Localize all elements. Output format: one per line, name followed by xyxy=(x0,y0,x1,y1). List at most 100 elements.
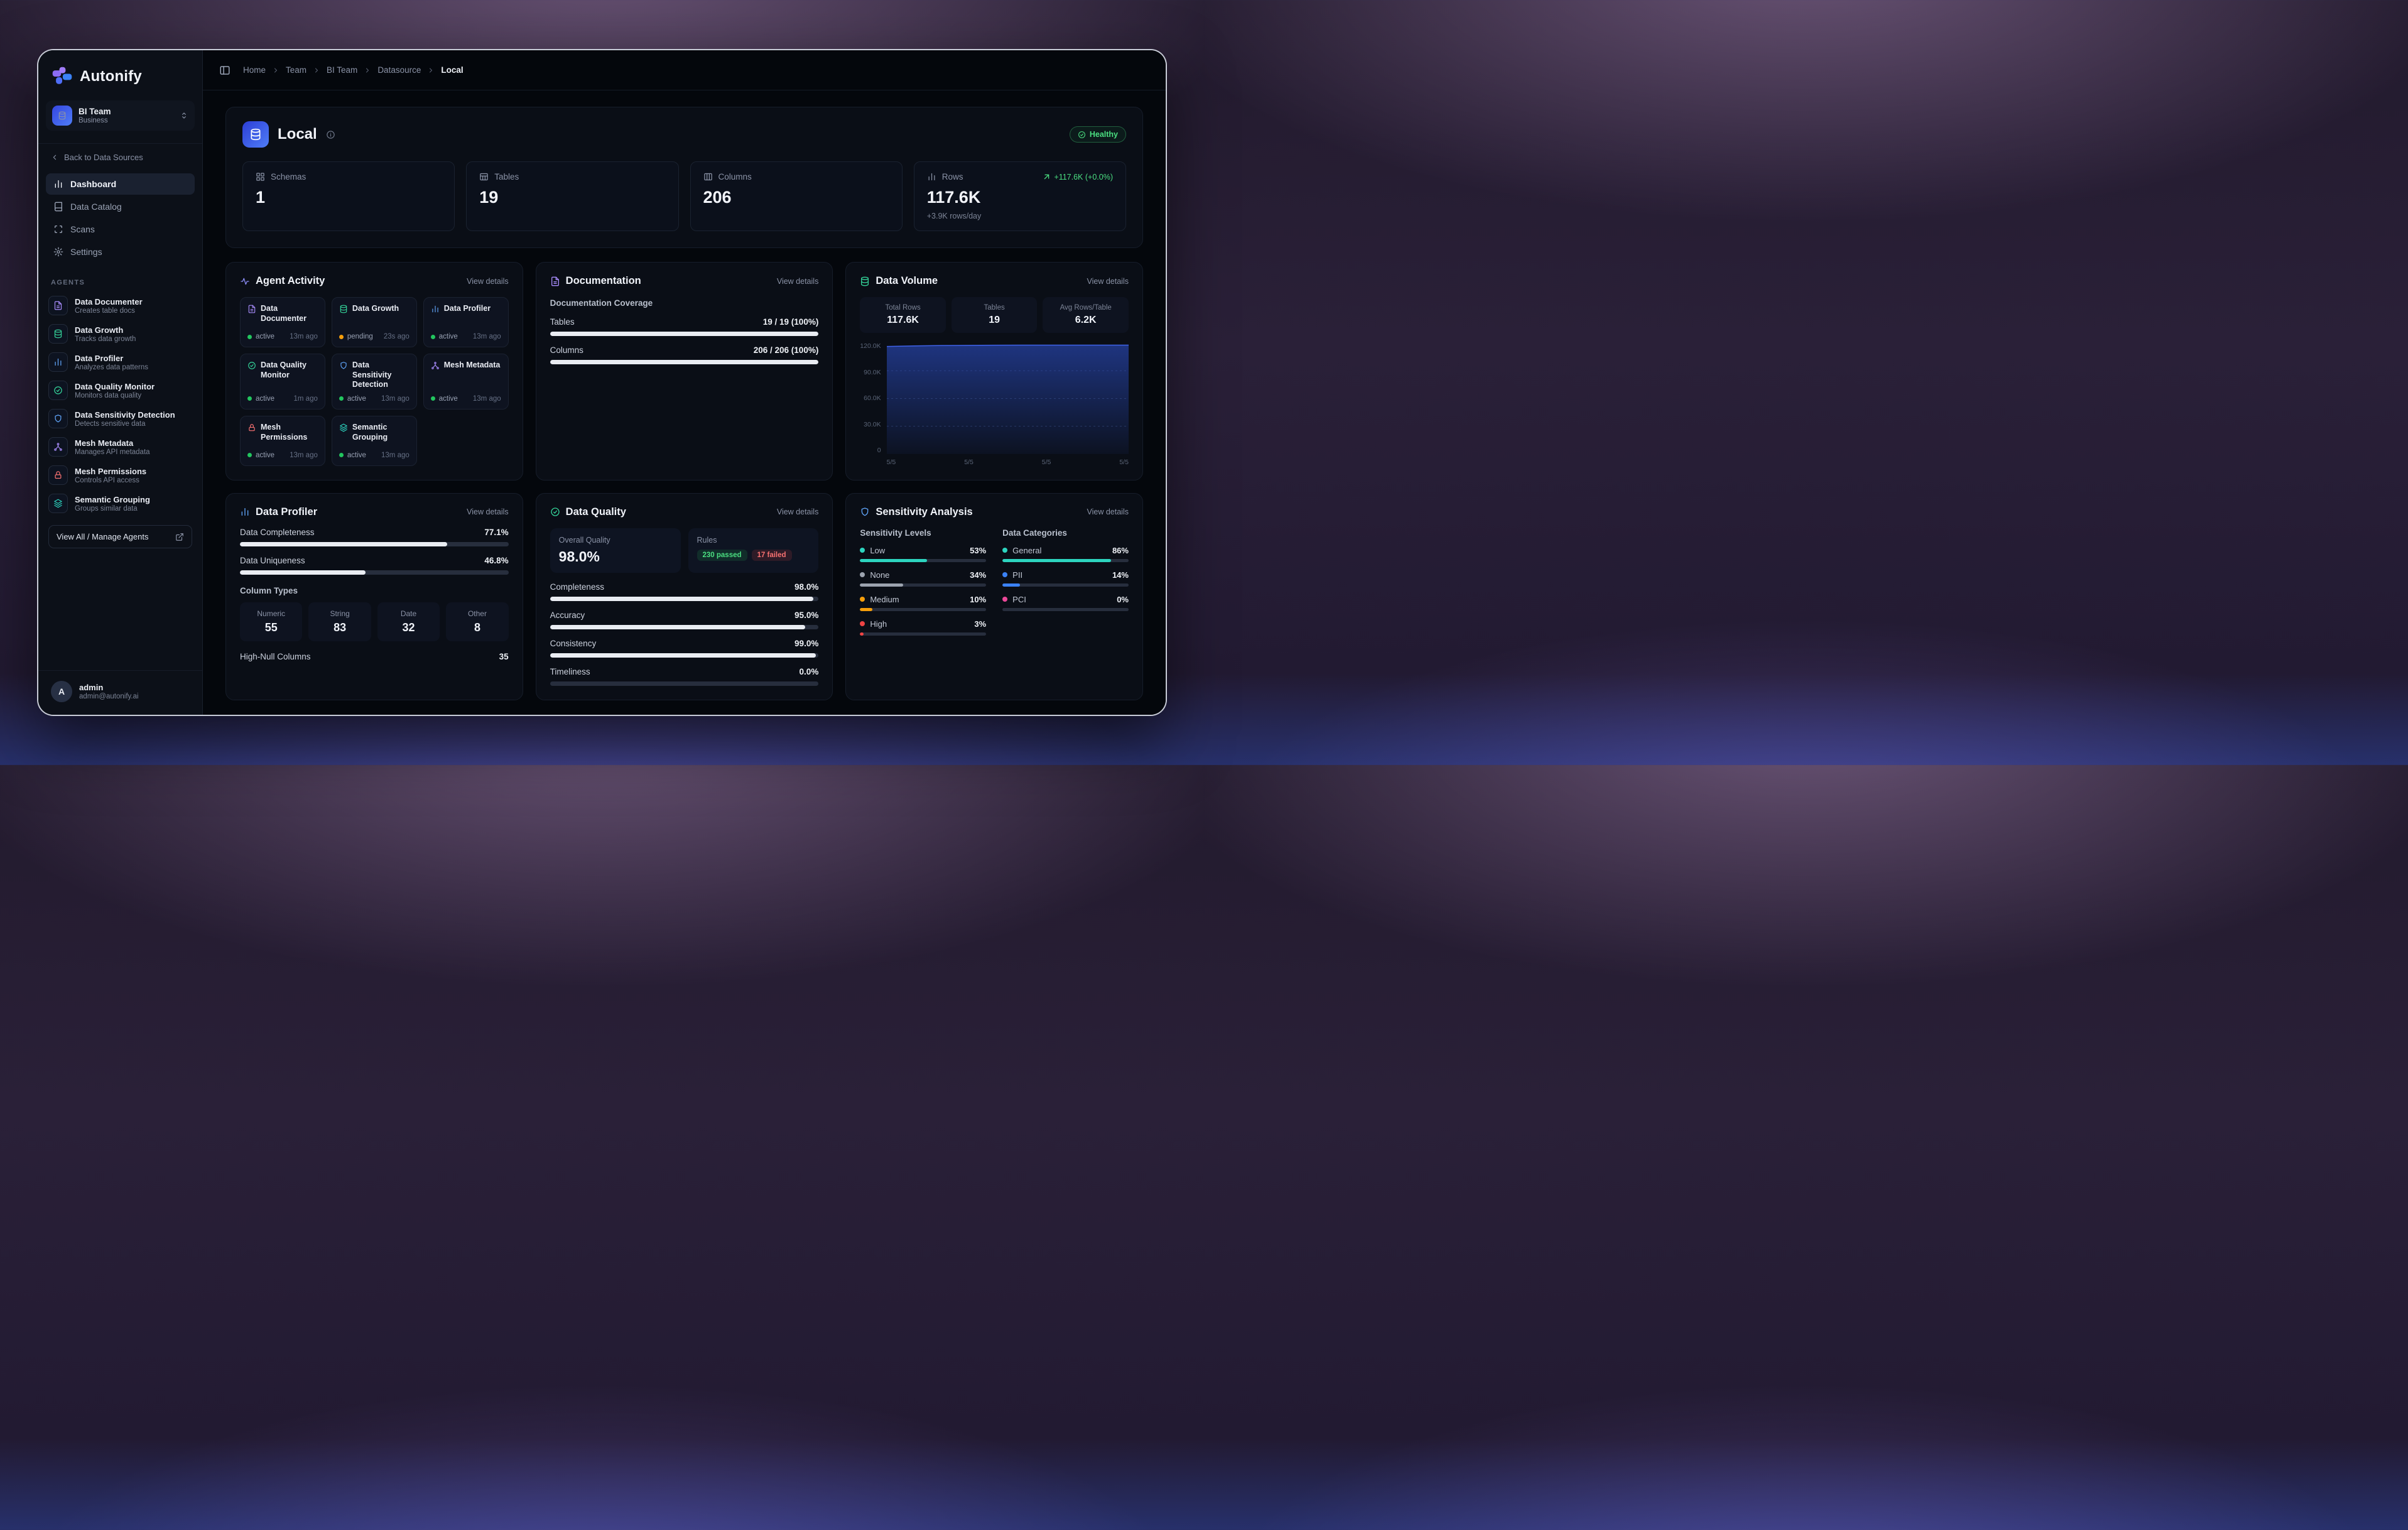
overall-quality-tile: Overall Quality 98.0% xyxy=(550,528,681,573)
x-axis-labels: 5/5 5/5 5/5 5/5 xyxy=(886,458,1129,466)
agent-desc: Creates table docs xyxy=(75,307,135,315)
view-details-link[interactable]: View details xyxy=(1087,507,1129,517)
data-volume-card: Data Volume View details Total Rows 117.6… xyxy=(845,262,1143,480)
main-area: Home Team BI Team Datasource Local Local xyxy=(203,50,1166,715)
sensitivity-levels: Sensitivity Levels Low 53% None 34% Medium… xyxy=(860,528,987,636)
nav-scans[interactable]: Scans xyxy=(46,219,195,240)
nav-dashboard[interactable]: Dashboard xyxy=(46,173,195,195)
documentation-card: Documentation View details Documentation… xyxy=(535,262,833,480)
sidebar-nav: Dashboard Data Catalog Scans Settings xyxy=(38,170,202,266)
status-dot xyxy=(247,453,252,458)
coverage-columns-row: Columns 206 / 206 (100%) xyxy=(550,345,819,364)
agent-desc: Detects sensitive data xyxy=(75,420,146,428)
database-icon xyxy=(58,111,67,120)
database-icon xyxy=(860,276,870,286)
agent-name: Data Growth xyxy=(75,325,124,335)
agent-tile-data-quality-monitor[interactable]: Data Quality Monitor active 1m ago xyxy=(240,354,325,410)
team-selector[interactable]: BI Team Business xyxy=(46,100,195,131)
card-title: Agent Activity xyxy=(256,275,325,286)
agent-item-data-quality-monitor[interactable]: Data Quality Monitor Monitors data quali… xyxy=(38,376,202,404)
data-volume-chart: 120.0K 90.0K 60.0K 30.0K 0 xyxy=(860,343,1129,466)
agent-tile-semantic-grouping[interactable]: Semantic Grouping active 13m ago xyxy=(331,415,417,466)
view-details-link[interactable]: View details xyxy=(1087,276,1129,286)
agent-item-semantic-grouping[interactable]: Semantic Grouping Groups similar data xyxy=(38,489,202,518)
level-dot xyxy=(860,621,865,627)
category-pci: PCI 0% xyxy=(1002,595,1129,611)
sensitivity-analysis-card: Sensitivity Analysis View details Sensit… xyxy=(845,492,1143,700)
agent-item-data-documenter[interactable]: Data Documenter Creates table docs xyxy=(38,291,202,320)
view-details-link[interactable]: View details xyxy=(776,507,819,517)
quality-accuracy-row: Accuracy 95.0% xyxy=(550,610,819,629)
agent-item-data-sensitivity-detection[interactable]: Data Sensitivity Detection Detects sensi… xyxy=(38,404,202,433)
agent-tile-data-profiler[interactable]: Data Profiler active 13m ago xyxy=(423,297,509,347)
agent-tile-mesh-metadata[interactable]: Mesh Metadata active 13m ago xyxy=(423,354,509,410)
bar-chart-icon xyxy=(431,305,440,313)
quality-completeness-row: Completeness 98.0% xyxy=(550,582,819,601)
nav-data-catalog[interactable]: Data Catalog xyxy=(46,196,195,217)
agent-tile-data-documenter[interactable]: Data Documenter active 13m ago xyxy=(240,297,325,347)
type-other: Other 8 xyxy=(446,602,509,641)
sidebar: Autonify BI Team Business Back to Data S… xyxy=(38,50,203,715)
info-icon[interactable] xyxy=(326,130,335,139)
breadcrumb-bi-team[interactable]: BI Team xyxy=(327,65,358,75)
agent-item-mesh-permissions[interactable]: Mesh Permissions Controls API access xyxy=(38,461,202,489)
view-details-link[interactable]: View details xyxy=(776,276,819,286)
layers-icon xyxy=(48,494,68,513)
agent-tile-data-sensitivity-detection[interactable]: Data Sensitivity Detection active 13m ago xyxy=(331,354,417,410)
user-menu[interactable]: A admin admin@autonify.ai xyxy=(38,670,202,715)
column-types-heading: Column Types xyxy=(240,585,298,595)
file-text-icon xyxy=(48,296,68,315)
table-icon xyxy=(479,172,489,182)
category-dot xyxy=(1002,572,1008,578)
high-null-columns-row: High-Null Columns 35 xyxy=(240,651,509,661)
view-all-agents-button[interactable]: View All / Manage Agents xyxy=(48,525,192,548)
breadcrumb-datasource[interactable]: Datasource xyxy=(377,65,421,75)
lock-icon xyxy=(48,465,68,485)
agent-item-data-growth[interactable]: Data Growth Tracks data growth xyxy=(38,320,202,348)
level-dot xyxy=(860,572,865,578)
type-numeric: Numeric 55 xyxy=(240,602,303,641)
agent-name: Data Documenter xyxy=(75,296,143,307)
agent-tile-mesh-permissions[interactable]: Mesh Permissions active 13m ago xyxy=(240,415,325,466)
agent-item-mesh-metadata[interactable]: Mesh Metadata Manages API metadata xyxy=(38,433,202,461)
chevron-right-icon xyxy=(427,67,435,74)
user-email: admin@autonify.ai xyxy=(79,693,139,700)
health-status-badge: Healthy xyxy=(1069,126,1126,143)
data-quality-card: Data Quality View details Overall Qualit… xyxy=(535,492,833,700)
chevron-right-icon xyxy=(313,67,320,74)
agent-desc: Tracks data growth xyxy=(75,335,136,343)
quality-consistency-row: Consistency 99.0% xyxy=(550,639,819,658)
breadcrumb-team[interactable]: Team xyxy=(286,65,307,75)
shield-icon xyxy=(339,361,348,370)
progress-bar xyxy=(550,681,819,686)
agent-tile-data-growth[interactable]: Data Growth pending 23s ago xyxy=(331,297,417,347)
view-details-link[interactable]: View details xyxy=(467,276,509,286)
agent-name: Semantic Grouping xyxy=(75,494,150,504)
database-icon xyxy=(339,305,348,313)
topbar: Home Team BI Team Datasource Local xyxy=(203,50,1166,90)
agent-desc: Analyzes data patterns xyxy=(75,363,148,371)
network-icon xyxy=(48,437,68,457)
agent-name: Data Sensitivity Detection xyxy=(75,410,175,420)
progress-bar xyxy=(240,541,509,546)
view-details-link[interactable]: View details xyxy=(467,507,509,517)
columns-icon xyxy=(703,172,713,182)
back-to-data-sources-link[interactable]: Back to Data Sources xyxy=(38,143,202,170)
agent-desc: Manages API metadata xyxy=(75,448,150,456)
sidebar-toggle-button[interactable] xyxy=(219,65,230,76)
agent-name: Data Profiler xyxy=(75,353,124,363)
card-title: Data Quality xyxy=(565,506,626,518)
agent-desc: Groups similar data xyxy=(75,504,138,513)
health-status-label: Healthy xyxy=(1089,130,1118,139)
nav-settings[interactable]: Settings xyxy=(46,241,195,263)
progress-bar xyxy=(550,596,819,601)
progress-bar xyxy=(240,570,509,575)
book-icon xyxy=(53,202,63,212)
agent-item-data-profiler[interactable]: Data Profiler Analyzes data patterns xyxy=(38,348,202,376)
rows-per-day: +3.9K rows/day xyxy=(926,212,982,220)
check-circle-icon xyxy=(247,361,256,370)
external-link-icon xyxy=(175,533,184,541)
agent-name: Mesh Metadata xyxy=(75,438,134,448)
stat-value: 19 xyxy=(479,188,499,207)
breadcrumb-home[interactable]: Home xyxy=(243,65,266,75)
